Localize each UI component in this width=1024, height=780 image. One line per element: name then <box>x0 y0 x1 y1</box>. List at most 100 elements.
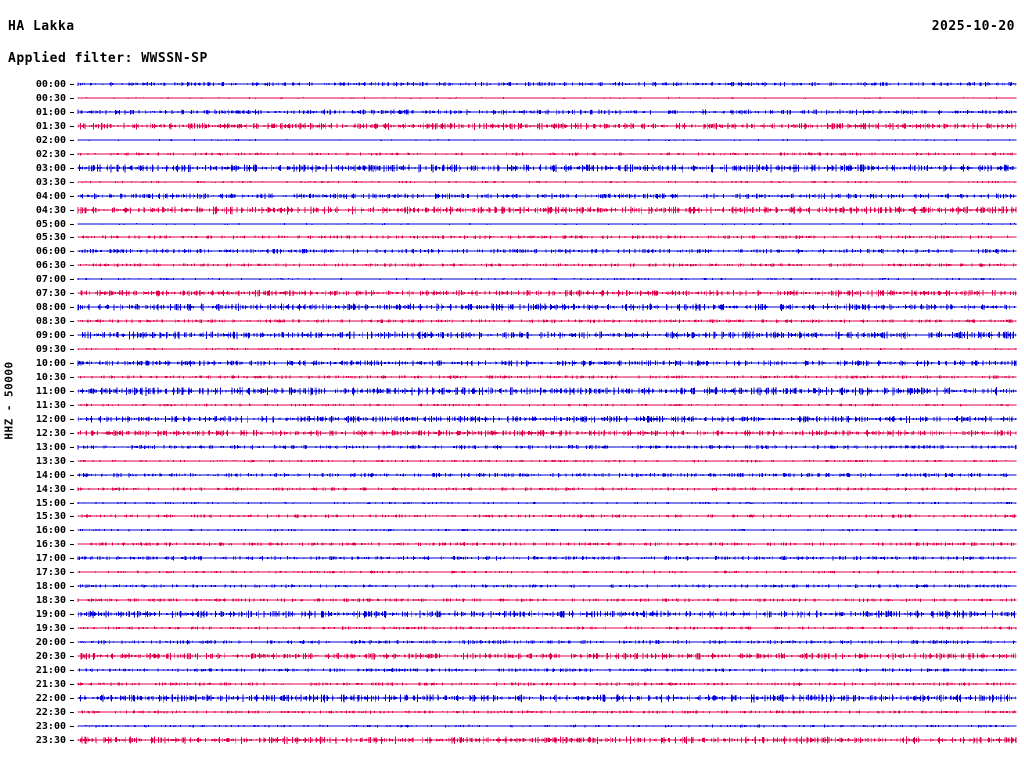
trace-row <box>77 251 1017 279</box>
trace-row <box>77 642 1017 670</box>
time-axis-label: 03:30 <box>35 177 66 188</box>
axis-tick <box>70 377 74 378</box>
time-axis-label: 20:30 <box>35 651 66 662</box>
trace-row <box>77 112 1017 140</box>
trace-row <box>77 614 1017 642</box>
time-axis-label: 01:00 <box>35 107 66 118</box>
time-axis-label: 02:00 <box>35 135 66 146</box>
trace-row <box>77 307 1017 335</box>
trace-row <box>77 475 1017 503</box>
axis-tick <box>70 196 74 197</box>
trace-row <box>77 293 1017 321</box>
time-axis-label: 13:00 <box>35 442 66 453</box>
time-axis-label: 07:30 <box>35 288 66 299</box>
time-axis-label: 01:30 <box>35 121 66 132</box>
time-axis-label: 07:00 <box>35 274 66 285</box>
trace-row <box>77 698 1017 726</box>
trace-row <box>77 237 1017 265</box>
trace-row <box>77 712 1017 740</box>
station-title: HA Lakka <box>8 19 75 34</box>
time-axis-label: 22:00 <box>35 693 66 704</box>
axis-tick <box>70 544 74 545</box>
axis-tick <box>70 154 74 155</box>
axis-tick <box>70 740 74 741</box>
time-axis-label: 00:30 <box>35 93 66 104</box>
time-axis-label: 04:30 <box>35 205 66 216</box>
axis-tick <box>70 558 74 559</box>
time-axis-label: 12:30 <box>35 428 66 439</box>
axis-tick <box>70 321 74 322</box>
trace-row <box>77 586 1017 614</box>
trace-row <box>77 182 1017 210</box>
time-axis-label: 09:30 <box>35 344 66 355</box>
trace-row <box>77 405 1017 433</box>
time-axis-label: 19:00 <box>35 609 66 620</box>
time-axis-label: 06:00 <box>35 246 66 257</box>
trace-row <box>77 210 1017 238</box>
axis-tick <box>70 307 74 308</box>
axis-tick <box>70 237 74 238</box>
trace-row <box>77 279 1017 307</box>
axis-tick <box>70 168 74 169</box>
time-axis-label: 12:00 <box>35 414 66 425</box>
axis-tick <box>70 698 74 699</box>
time-axis-label: 11:30 <box>35 400 66 411</box>
axis-tick <box>70 684 74 685</box>
time-axis-label: 18:00 <box>35 581 66 592</box>
date-label: 2025-10-20 <box>931 19 1015 34</box>
trace-row <box>77 126 1017 154</box>
time-axis-label: 16:30 <box>35 539 66 550</box>
time-axis-label: 04:00 <box>35 191 66 202</box>
axis-tick <box>70 251 74 252</box>
time-axis-label: 17:30 <box>35 567 66 578</box>
axis-tick <box>70 503 74 504</box>
trace-row <box>77 377 1017 405</box>
axis-tick <box>70 447 74 448</box>
time-axis-label: 16:00 <box>35 525 66 536</box>
trace-row <box>77 168 1017 196</box>
axis-tick <box>70 293 74 294</box>
time-axis-label: 10:30 <box>35 372 66 383</box>
helicorder-plot-area <box>77 81 1017 760</box>
trace-row <box>77 140 1017 168</box>
trace-row <box>77 502 1017 530</box>
trace-row <box>77 391 1017 419</box>
trace-row <box>77 628 1017 656</box>
trace-row <box>77 196 1017 224</box>
trace-row <box>77 489 1017 517</box>
applied-filter-label: Applied filter: WWSSN-SP <box>8 51 208 66</box>
time-axis-label: 18:30 <box>35 595 66 606</box>
axis-tick <box>70 642 74 643</box>
trace-row <box>77 321 1017 349</box>
time-axis-label: 00:00 <box>35 79 66 90</box>
trace-row <box>77 572 1017 600</box>
axis-tick <box>70 628 74 629</box>
time-axis-label: 06:30 <box>35 260 66 271</box>
trace-row <box>77 265 1017 293</box>
axis-tick <box>70 126 74 127</box>
y-axis-label-text: HHZ - 50000 <box>2 360 16 440</box>
time-axis-label: 17:00 <box>35 553 66 564</box>
axis-tick <box>70 461 74 462</box>
time-axis-label: 15:00 <box>35 498 66 509</box>
trace-row <box>77 70 1017 98</box>
axis-tick <box>70 572 74 573</box>
axis-tick <box>70 112 74 113</box>
time-axis-label: 14:30 <box>35 484 66 495</box>
axis-tick <box>70 433 74 434</box>
axis-tick <box>70 224 74 225</box>
axis-tick <box>70 140 74 141</box>
axis-tick <box>70 530 74 531</box>
trace-row <box>77 684 1017 712</box>
time-axis-label: 05:00 <box>35 219 66 230</box>
trace-row <box>77 656 1017 684</box>
trace-row <box>77 600 1017 628</box>
axis-tick <box>70 265 74 266</box>
time-axis-label: 02:30 <box>35 149 66 160</box>
axis-tick <box>70 656 74 657</box>
time-axis-label: 09:00 <box>35 330 66 341</box>
axis-tick <box>70 489 74 490</box>
trace-row <box>77 335 1017 363</box>
time-axis-label: 11:00 <box>35 386 66 397</box>
time-axis-label: 15:30 <box>35 511 66 522</box>
